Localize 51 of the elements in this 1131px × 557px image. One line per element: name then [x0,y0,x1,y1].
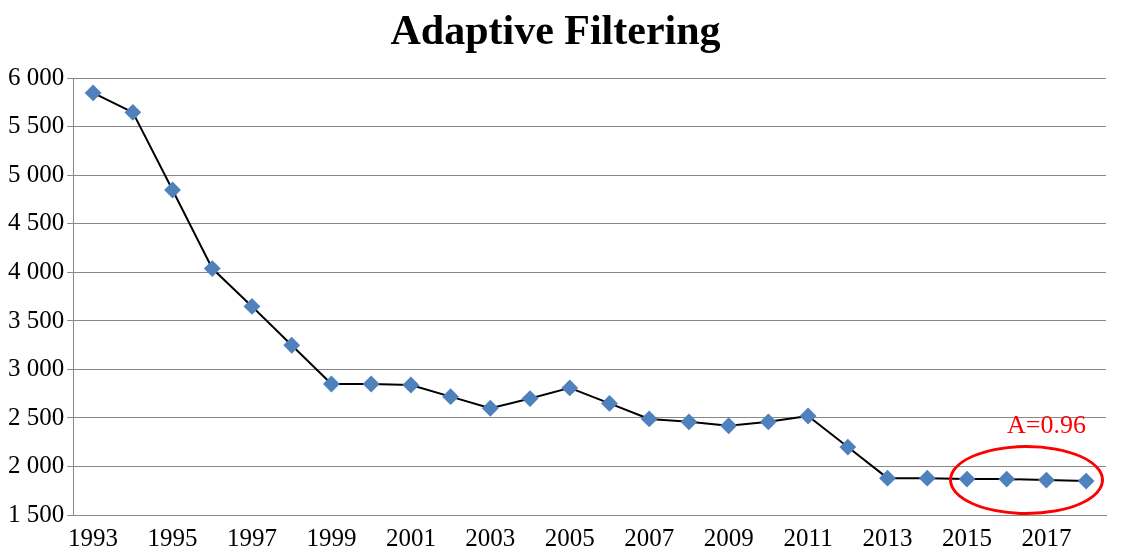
point [1038,472,1055,489]
x-tick-label: 1993 [68,523,119,551]
annotation: A=0.96 [1006,409,1086,439]
point [323,376,340,393]
y-tick-label: 2 000 [8,451,65,479]
point [204,260,221,277]
point [561,379,578,396]
point [85,84,102,101]
chart-title: Adaptive Filtering [390,7,721,54]
y-tick-label: 1 500 [8,499,65,527]
x-tick-label: 2017 [1021,523,1072,551]
point [283,337,300,354]
x-tick-label: 1997 [227,523,277,551]
y-tick-label: 3 500 [8,305,65,333]
point [720,417,737,434]
x-tick-label: 1995 [147,523,198,551]
x-tick-label: 2013 [862,523,913,551]
point [879,470,896,487]
x-tick-label: 2005 [544,523,595,551]
point [164,181,181,198]
y-tick-label: 4 500 [8,208,65,236]
point [680,413,697,430]
x-tick-label: 1999 [306,523,357,551]
x-tick-label: 2003 [465,523,516,551]
y-tick-label: 5 000 [8,159,65,187]
x-tick-label: 2001 [385,523,436,551]
point [839,439,856,456]
y-tick-label: 2 500 [8,402,65,430]
x-tick-label: 2007 [624,523,675,551]
point [363,376,380,393]
point [641,410,658,427]
point [601,395,618,412]
point [760,413,777,430]
point [442,388,459,405]
point [919,470,936,487]
point [800,408,817,425]
point [1078,473,1095,490]
point [402,376,419,393]
point [124,104,141,121]
point [244,298,260,315]
y-tick-label: 6 000 [8,62,65,90]
point [482,400,499,417]
point [998,471,1015,488]
x-tick-label: 2009 [703,523,754,551]
y-tick-label: 3 000 [8,354,65,382]
point [958,471,975,488]
y-tick-label: 4 000 [8,257,65,285]
y-tick-label: 5 500 [8,111,65,139]
x-tick-label: 2011 [783,523,833,551]
point [522,390,539,407]
x-tick-label: 2015 [941,523,992,551]
